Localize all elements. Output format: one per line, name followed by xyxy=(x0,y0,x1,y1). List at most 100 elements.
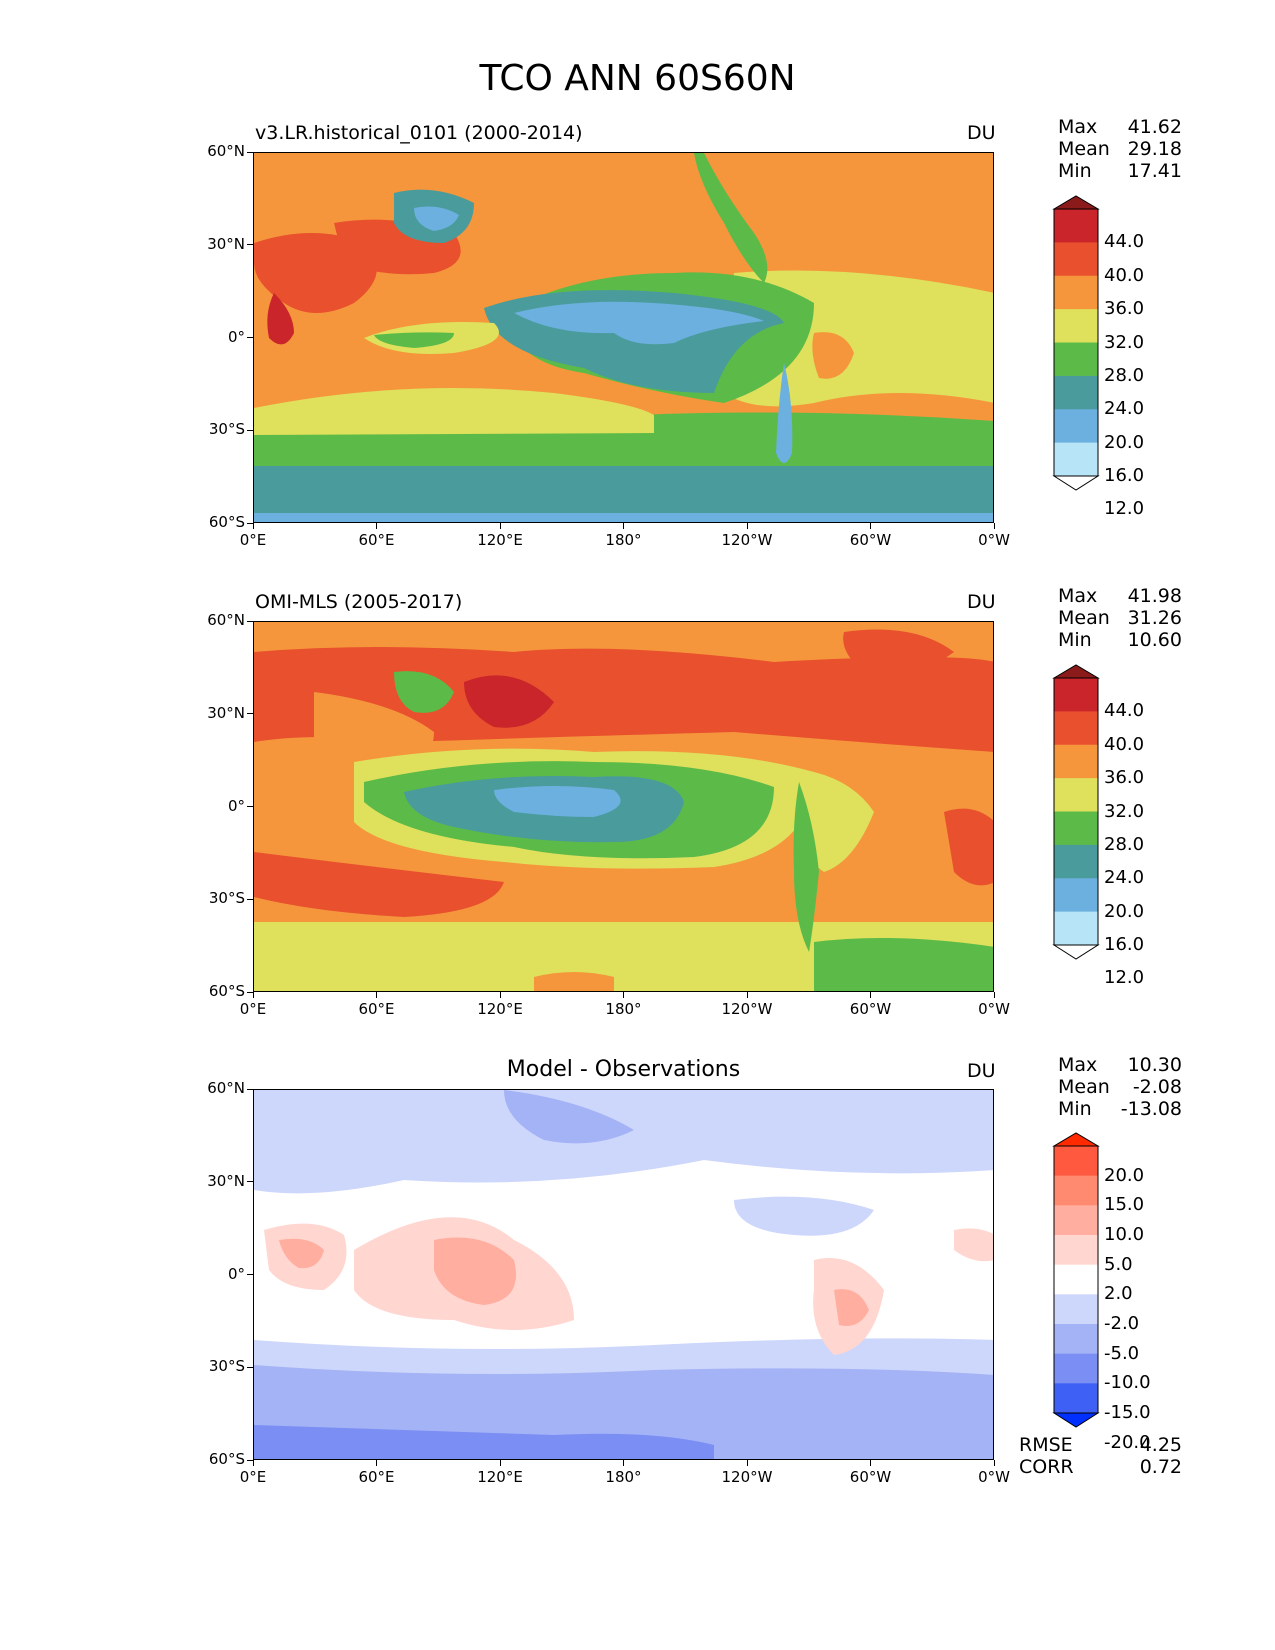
field-north-pacific-darker xyxy=(504,1090,634,1144)
colorbar-label: -10.0 xyxy=(1104,1372,1151,1394)
lon-tick-label: 60°W xyxy=(849,1000,892,1018)
colorbar-1 xyxy=(1052,195,1100,491)
colorbar-label: 16.0 xyxy=(1104,465,1145,486)
lon-tick-mark xyxy=(993,523,995,529)
panel-1-map xyxy=(253,152,994,523)
panel-1-mean-label: Mean xyxy=(1058,138,1110,160)
lat-tick-label: 60°S xyxy=(208,982,245,1000)
colorbar-label: 15.0 xyxy=(1104,1194,1145,1216)
panel-1-units: DU xyxy=(967,122,996,144)
lat-tick-label: 60°N xyxy=(207,611,245,629)
panel-2-units: DU xyxy=(967,591,996,613)
lat-tick-label: 30°S xyxy=(208,889,245,908)
panel-3-map xyxy=(253,1089,994,1460)
field-tibet-green xyxy=(394,671,454,713)
lat-tick-label: 60°N xyxy=(207,1079,245,1097)
colorbar-segment xyxy=(1054,1324,1098,1355)
panel-2-min-value: 10.60 xyxy=(1127,629,1182,651)
lon-tick-mark xyxy=(870,1460,871,1466)
rmse-label: RMSE xyxy=(1019,1434,1073,1456)
field-southern-orange-patch xyxy=(534,972,614,991)
panel-1-min-label: Min xyxy=(1058,160,1092,182)
lat-tick-mark xyxy=(247,1459,253,1461)
field-south-indian-red xyxy=(254,852,504,917)
lat-tick-mark xyxy=(247,1088,253,1090)
colorbar-label: 44.0 xyxy=(1104,700,1145,722)
lon-tick-label: 0°W xyxy=(978,1468,1010,1486)
lat-tick-mark xyxy=(247,1366,253,1368)
field-pacific-blue xyxy=(514,301,764,345)
colorbar-label: 36.0 xyxy=(1104,298,1145,320)
colorbar-segment xyxy=(1054,1235,1098,1266)
field-andes-blue xyxy=(776,363,793,463)
lon-tick-label: 180° xyxy=(605,1468,642,1486)
lat-tick-mark xyxy=(247,806,253,807)
panel-3-mean-value: -2.08 xyxy=(1132,1076,1182,1098)
colorbar-frame xyxy=(1053,208,1099,477)
panel-2-title: OMI-MLS (2005-2017) xyxy=(255,591,463,613)
corr-value: 0.72 xyxy=(1139,1456,1182,1478)
lon-tick-mark xyxy=(623,992,624,998)
colorbar-label: -5.0 xyxy=(1104,1342,1140,1364)
panel-3-max-value: 10.30 xyxy=(1127,1054,1182,1076)
colorbar-segment xyxy=(1054,409,1098,444)
colorbar-segment xyxy=(1054,1146,1098,1177)
colorbar-label: -20.0 xyxy=(1104,1431,1151,1453)
panel-1-mean-value: 29.18 xyxy=(1127,138,1182,160)
colorbar-label: 36.0 xyxy=(1104,767,1145,789)
lon-tick-mark xyxy=(993,992,995,998)
lon-tick-mark xyxy=(746,523,748,529)
lon-tick-label: 120°W xyxy=(721,1000,773,1018)
colorbar-segment xyxy=(1054,275,1098,310)
colorbar-label: 44.0 xyxy=(1104,231,1145,253)
panel-2-max-label: Max xyxy=(1058,585,1098,607)
panel-3-min-label: Min xyxy=(1058,1098,1092,1120)
colorbar-segment xyxy=(1054,1383,1098,1414)
lat-tick-label: 60°S xyxy=(208,1450,245,1468)
lon-tick-mark xyxy=(623,523,624,529)
field-japan-darkred xyxy=(464,675,554,728)
colorbar-label: 20.0 xyxy=(1104,431,1145,453)
lat-tick-label: 30°N xyxy=(207,1171,245,1190)
colorbar-segment xyxy=(1054,1175,1098,1206)
field-tibet-blue xyxy=(414,206,459,231)
field-indian-green xyxy=(374,332,454,348)
colorbar-extend-top xyxy=(1052,1132,1100,1147)
lon-tick-label: 0°E xyxy=(239,531,267,549)
panel-3-title: Model - Observations xyxy=(506,1057,741,1082)
lon-tick-mark xyxy=(870,523,871,529)
lon-tick-mark xyxy=(746,992,748,998)
colorbar-segment xyxy=(1054,242,1098,277)
lat-tick-mark xyxy=(247,429,253,431)
lon-tick-label: 120°E xyxy=(477,1468,523,1486)
colorbar-segment xyxy=(1054,309,1098,343)
lat-tick-mark xyxy=(247,991,253,993)
colorbar-segment xyxy=(1054,911,1098,946)
colorbar-label: 28.0 xyxy=(1104,833,1145,855)
field-brazil-orange xyxy=(812,332,854,379)
colorbar-label: -15.0 xyxy=(1104,1402,1151,1423)
lon-tick-label: 60°E xyxy=(358,1000,395,1018)
lon-tick-mark xyxy=(252,992,254,998)
field-northern-red xyxy=(254,647,993,752)
panel-1-map-svg xyxy=(254,153,993,522)
colorbar-3 xyxy=(1052,1132,1100,1428)
colorbar-extend-bottom xyxy=(1052,944,1100,960)
panel-3-map-svg xyxy=(254,1090,993,1459)
lat-tick-mark xyxy=(247,898,253,900)
lat-tick-mark xyxy=(247,1274,253,1275)
colorbar-label: 20.0 xyxy=(1104,1164,1145,1186)
field-north-pacific-blue xyxy=(734,1196,874,1236)
panel-3-max-label: Max xyxy=(1058,1054,1098,1076)
colorbar-label: 32.0 xyxy=(1104,331,1145,353)
colorbar-segment xyxy=(1054,878,1098,913)
panel-2-map xyxy=(253,621,994,992)
field-south-atlantic-red xyxy=(944,808,993,886)
colorbar-segment xyxy=(1054,1264,1098,1295)
panel-1-min-value: 17.41 xyxy=(1127,160,1182,182)
lon-tick-label: 60°W xyxy=(849,1468,892,1486)
lon-tick-label: 120°W xyxy=(721,531,773,549)
lat-tick-label: 0° xyxy=(227,327,245,346)
lon-tick-label: 180° xyxy=(605,531,642,549)
field-tropical-blue xyxy=(494,786,621,817)
